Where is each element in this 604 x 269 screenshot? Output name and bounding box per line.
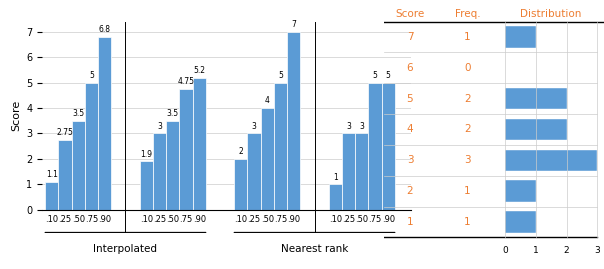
Bar: [342, 133, 355, 210]
Bar: [287, 32, 300, 210]
FancyBboxPatch shape: [505, 211, 536, 233]
Text: 2: 2: [564, 246, 570, 254]
Text: Interpolated: Interpolated: [94, 244, 158, 254]
Text: Nearest rank: Nearest rank: [281, 244, 349, 254]
Bar: [72, 121, 85, 210]
Text: 2: 2: [406, 186, 413, 196]
Text: 3: 3: [406, 155, 413, 165]
Text: 2: 2: [464, 94, 471, 104]
Text: 1: 1: [464, 217, 471, 227]
Text: 0: 0: [502, 246, 508, 254]
Text: 4: 4: [406, 125, 413, 134]
Y-axis label: Score: Score: [11, 100, 21, 131]
Text: 3: 3: [594, 246, 600, 254]
FancyBboxPatch shape: [505, 26, 536, 48]
Text: 1: 1: [464, 186, 471, 196]
Text: 1: 1: [533, 246, 539, 254]
Text: 1.9: 1.9: [140, 150, 152, 159]
Text: 3: 3: [157, 122, 162, 131]
Bar: [248, 133, 261, 210]
Bar: [261, 108, 274, 210]
Text: 7: 7: [291, 20, 296, 29]
Text: 5: 5: [278, 71, 283, 80]
Text: 5: 5: [386, 71, 391, 80]
Text: 5.2: 5.2: [193, 66, 205, 75]
Text: 1: 1: [406, 217, 413, 227]
FancyBboxPatch shape: [505, 119, 567, 140]
Text: 3.5: 3.5: [72, 109, 85, 118]
Bar: [59, 140, 72, 210]
Text: 5: 5: [373, 71, 378, 80]
Text: 0: 0: [464, 63, 471, 73]
Bar: [193, 77, 206, 210]
Text: Score: Score: [396, 9, 425, 19]
Text: 3: 3: [252, 122, 257, 131]
Text: 3: 3: [359, 122, 364, 131]
Text: 4.75: 4.75: [178, 77, 194, 86]
Text: 2: 2: [464, 125, 471, 134]
Bar: [368, 83, 382, 210]
Text: 3: 3: [346, 122, 351, 131]
Text: Distribution: Distribution: [521, 9, 582, 19]
FancyBboxPatch shape: [505, 180, 536, 202]
Text: 6: 6: [406, 63, 413, 73]
Text: 1: 1: [333, 173, 338, 182]
Text: 2: 2: [239, 147, 243, 156]
Text: 1.1: 1.1: [46, 170, 57, 179]
Text: 5: 5: [406, 94, 413, 104]
Text: 3: 3: [464, 155, 471, 165]
Text: 6.8: 6.8: [98, 25, 111, 34]
Bar: [179, 89, 193, 210]
Bar: [85, 83, 98, 210]
Bar: [153, 133, 166, 210]
Bar: [274, 83, 287, 210]
Bar: [98, 37, 111, 210]
Text: 7: 7: [406, 32, 413, 42]
Text: 2.75: 2.75: [57, 128, 74, 137]
Bar: [382, 83, 395, 210]
Text: 3.5: 3.5: [167, 109, 179, 118]
Bar: [329, 184, 342, 210]
Bar: [355, 133, 368, 210]
FancyBboxPatch shape: [505, 150, 597, 171]
Text: Freq.: Freq.: [454, 9, 480, 19]
Text: 1: 1: [464, 32, 471, 42]
Bar: [45, 182, 59, 210]
Text: 5: 5: [89, 71, 94, 80]
Bar: [140, 161, 153, 210]
Bar: [234, 159, 248, 210]
Text: 4: 4: [265, 97, 270, 105]
FancyBboxPatch shape: [505, 88, 567, 109]
Bar: [166, 121, 179, 210]
